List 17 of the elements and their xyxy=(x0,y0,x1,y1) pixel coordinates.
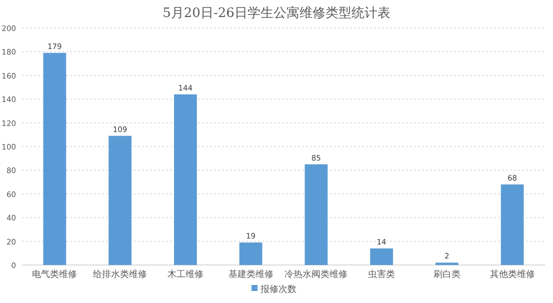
x-tick-label: 冷热水阀类维修 xyxy=(284,269,348,280)
x-tick-label: 基建类维修 xyxy=(228,269,274,280)
chart-title: 5月20日-26日学生公寓维修类型统计表 xyxy=(162,5,390,21)
x-tick-label: 木工维修 xyxy=(167,269,204,280)
x-tick-label: 其他类维修 xyxy=(490,269,535,280)
x-tick-label: 给排水类维修 xyxy=(93,269,148,280)
bar xyxy=(174,94,197,265)
bar xyxy=(239,242,262,265)
bar xyxy=(43,52,66,265)
x-tick-label: 刷白类 xyxy=(433,269,460,280)
bar xyxy=(500,184,524,265)
bar xyxy=(370,248,394,265)
bar xyxy=(304,164,328,265)
bar xyxy=(108,136,132,265)
x-tick-label: 虫害类 xyxy=(368,269,396,280)
x-tick-label: 电气类维修 xyxy=(32,269,78,280)
legend-label: 报修次数 xyxy=(260,284,296,295)
